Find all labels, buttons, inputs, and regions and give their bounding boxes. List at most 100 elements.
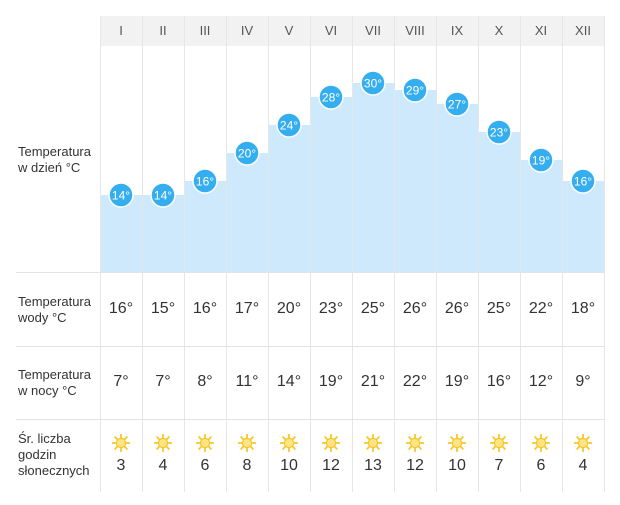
temperature-bar-III: [185, 181, 226, 272]
night-temp-cell: 7°: [155, 373, 171, 390]
night-temp-cell: 19°: [318, 373, 344, 390]
temperature-marker-XII: [570, 168, 596, 194]
temperature-marker-XI: [528, 147, 554, 173]
month-header-1: I: [119, 23, 123, 38]
temperature-label-XI: 19°: [532, 154, 550, 168]
month-header-12: XII: [575, 23, 591, 38]
night-temp-cell: 16°: [486, 373, 512, 390]
row-label-night-temp: Temperatura w nocy °C: [18, 367, 91, 398]
sun-icon: [532, 434, 550, 452]
temperature-marker-II: [150, 182, 176, 208]
temperature-label-III: 16°: [196, 175, 214, 189]
month-header-2: II: [159, 23, 167, 38]
sun-icon: [322, 434, 340, 452]
temperature-bar-VIII: [395, 90, 436, 272]
temperature-bar-XII: [563, 181, 604, 272]
sun-hours-cell: 12: [406, 457, 424, 474]
row-divider: [16, 346, 604, 347]
sun-icon: [112, 434, 130, 452]
month-header-3: III: [199, 23, 211, 38]
column-divider: [226, 16, 227, 492]
night-temp-cell: 14°: [276, 373, 302, 390]
sun-icon: [196, 434, 214, 452]
column-divider: [604, 16, 605, 492]
month-header-9: IX: [450, 23, 464, 38]
night-temp-cell: 19°: [444, 373, 470, 390]
column-divider: [520, 16, 521, 492]
temperature-label-VI: 28°: [322, 91, 340, 105]
temperature-marker-IV: [234, 140, 260, 166]
month-header-7: VII: [365, 23, 381, 38]
column-divider: [268, 16, 269, 492]
water-temp-cell: 26°: [444, 300, 470, 317]
sun-icon: [574, 434, 592, 452]
temperature-bar-VI: [311, 97, 352, 272]
month-header-11: XI: [534, 23, 548, 38]
temperature-marker-VI: [318, 84, 344, 110]
night-temp-cell: 11°: [235, 373, 259, 390]
row-divider: [16, 272, 604, 273]
temperature-label-IX: 27°: [448, 98, 466, 112]
night-temp-cell: 8°: [197, 373, 213, 390]
month-header-6: VI: [324, 23, 338, 38]
temperature-bar-XI: [521, 160, 562, 272]
sun-hours-cell: 3: [116, 457, 126, 474]
temperature-bar-V: [269, 125, 310, 272]
night-temp-cell: 9°: [575, 373, 591, 390]
column-divider: [394, 16, 395, 492]
temperature-marker-III: [192, 168, 218, 194]
day-temperature-chart: 14° 14° 16° 20° 24° 28° 30° 29° 27° 23° 19° 16°: [101, 70, 604, 272]
sun-icon: [490, 434, 508, 452]
temperature-marker-I: [108, 182, 134, 208]
water-temp-cell: 23°: [318, 300, 344, 317]
water-temp-cell: 22°: [528, 300, 554, 317]
sun-hours-cell: 4: [578, 457, 588, 474]
water-temp-cell: 25°: [360, 300, 386, 317]
sun-hours-cell: 7: [494, 457, 504, 474]
row-label-water-temp: Temperatura wody °C: [18, 294, 91, 325]
column-divider: [142, 16, 143, 492]
sun-icon: [406, 434, 424, 452]
water-temp-cell: 17°: [234, 300, 260, 317]
column-divider: [562, 16, 563, 492]
sun-icon: [448, 434, 466, 452]
month-header-8: VIII: [405, 23, 425, 38]
sun-hours-cell: 12: [322, 457, 340, 474]
temperature-bar-IX: [437, 104, 478, 272]
sun-icon: [154, 434, 172, 452]
water-temp-cell: 16°: [108, 300, 134, 317]
sun-icon: [280, 434, 298, 452]
row-label-sun-hours: Śr. liczba godzin słonecznych: [18, 431, 90, 478]
night-temp-cell: 21°: [360, 373, 386, 390]
water-temp-cell: 18°: [570, 300, 596, 317]
sun-hours-cell: 10: [448, 457, 466, 474]
month-header-5: V: [284, 23, 294, 38]
sun-hours-cell: 6: [200, 457, 210, 474]
temperature-label-II: 14°: [154, 189, 172, 203]
temperature-bar-VII: [353, 83, 394, 272]
temperature-bar-II: [143, 195, 184, 272]
temperature-label-V: 24°: [280, 119, 298, 133]
column-divider: [436, 16, 437, 492]
temperature-label-VIII: 29°: [406, 84, 424, 98]
sun-hours-cell: 6: [536, 457, 546, 474]
temperature-bar-X: [479, 132, 520, 272]
sun-hours-cell: 8: [242, 457, 252, 474]
water-temp-cell: 26°: [402, 300, 428, 317]
column-divider: [184, 16, 185, 492]
temperature-marker-VIII: [402, 77, 428, 103]
water-temp-cell: 15°: [150, 300, 176, 317]
temperature-marker-IX: [444, 91, 470, 117]
row-label-day-temp: Temperatura w dzień °C: [18, 144, 91, 175]
column-divider: [100, 16, 101, 492]
column-divider: [478, 16, 479, 492]
temperature-label-IV: 20°: [238, 147, 256, 161]
temperature-label-X: 23°: [490, 126, 508, 140]
temperature-label-XII: 16°: [574, 175, 592, 189]
sun-hours-cell: 10: [280, 457, 298, 474]
column-divider: [352, 16, 353, 492]
month-header-4: IV: [240, 23, 254, 38]
sun-icon: [364, 434, 382, 452]
column-divider: [310, 16, 311, 492]
